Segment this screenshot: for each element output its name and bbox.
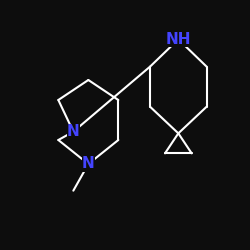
Text: N: N [82, 156, 95, 172]
Text: N: N [67, 124, 80, 139]
Text: NH: NH [166, 32, 191, 47]
